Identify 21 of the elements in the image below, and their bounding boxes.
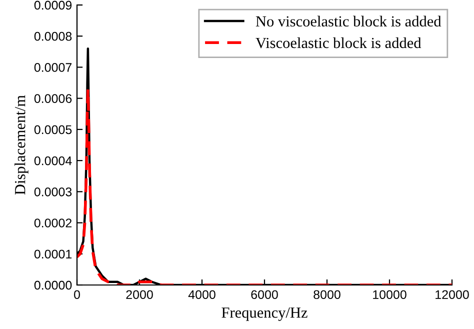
x-tick-label: 8000 — [314, 290, 340, 300]
x-tick-label: 12000 — [436, 290, 469, 300]
y-tick-label: 0.0009 — [34, 0, 72, 10]
x-tick-label: 2000 — [126, 290, 153, 300]
y-axis-title: Displacement/m — [14, 95, 28, 195]
y-tick-label: 0.0003 — [34, 187, 72, 196]
y-tick-label: 0.0005 — [34, 125, 72, 134]
y-tick-label: 0.0007 — [34, 63, 72, 72]
x-tick-label: 10000 — [373, 290, 406, 300]
y-tick-label: 0.0008 — [34, 32, 72, 41]
legend-label: Viscoelastic block is added — [256, 37, 422, 48]
y-tick-label: 0.0004 — [34, 156, 72, 166]
x-tick-label: 6000 — [251, 290, 278, 300]
y-tick-label: 0.0006 — [34, 94, 72, 103]
y-tick-label: 0.0001 — [34, 250, 72, 259]
legend-label: No viscoelastic block is added — [256, 16, 442, 27]
x-axis-title: Frequency/Hz — [222, 308, 308, 321]
x-tick-label: 4000 — [188, 290, 216, 300]
y-tick-label: 0.0002 — [34, 218, 72, 228]
x-tick-label: 0 — [74, 290, 80, 300]
y-tick-label: 0.0000 — [34, 280, 72, 290]
